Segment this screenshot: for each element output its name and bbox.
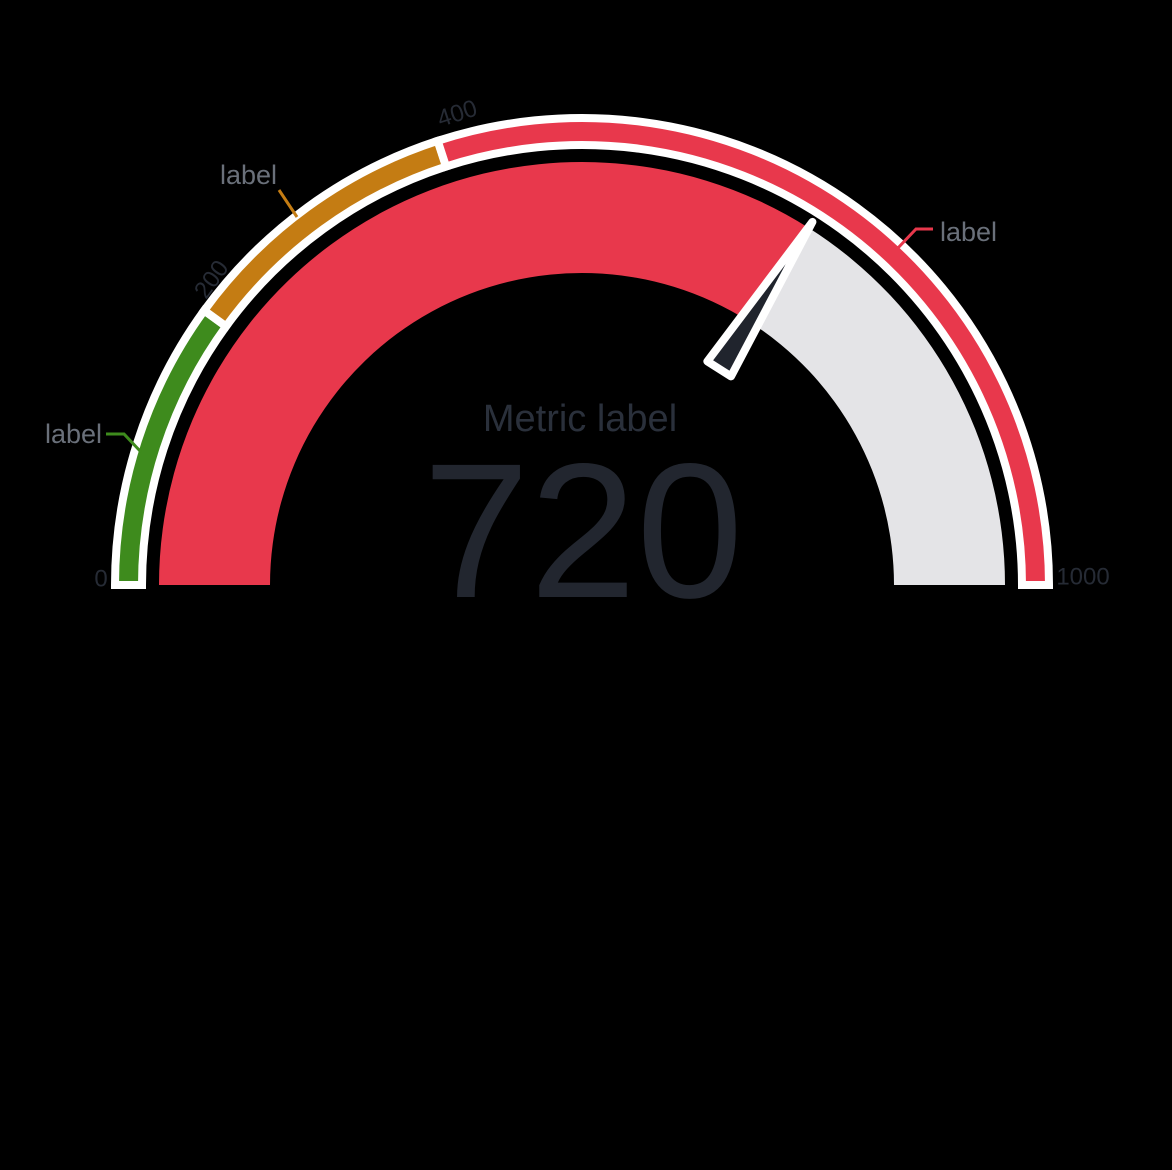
tick-label-1000: 1000 bbox=[1056, 563, 1109, 590]
progress-rest-arc bbox=[749, 227, 1005, 585]
band-callout-line-1 bbox=[277, 189, 299, 218]
band-callout-line-0 bbox=[106, 432, 143, 454]
tick-label-0: 0 bbox=[94, 565, 107, 592]
metric-value: 720 bbox=[423, 423, 743, 638]
axis-bands-group bbox=[110, 114, 1054, 589]
gauge-needle bbox=[703, 217, 817, 381]
band-callout-line-2 bbox=[895, 227, 933, 251]
metric-label: Metric label bbox=[483, 398, 677, 440]
band-callout-label-1: label bbox=[220, 160, 277, 190]
progress-arc-group bbox=[159, 161, 1005, 585]
band-callout-label-2: label bbox=[940, 217, 997, 247]
band-callouts-group: label label label bbox=[45, 160, 997, 454]
band-segment-2 bbox=[432, 114, 1054, 589]
band-callout-label-0: label bbox=[45, 419, 102, 449]
progress-filled-arc bbox=[159, 161, 809, 585]
